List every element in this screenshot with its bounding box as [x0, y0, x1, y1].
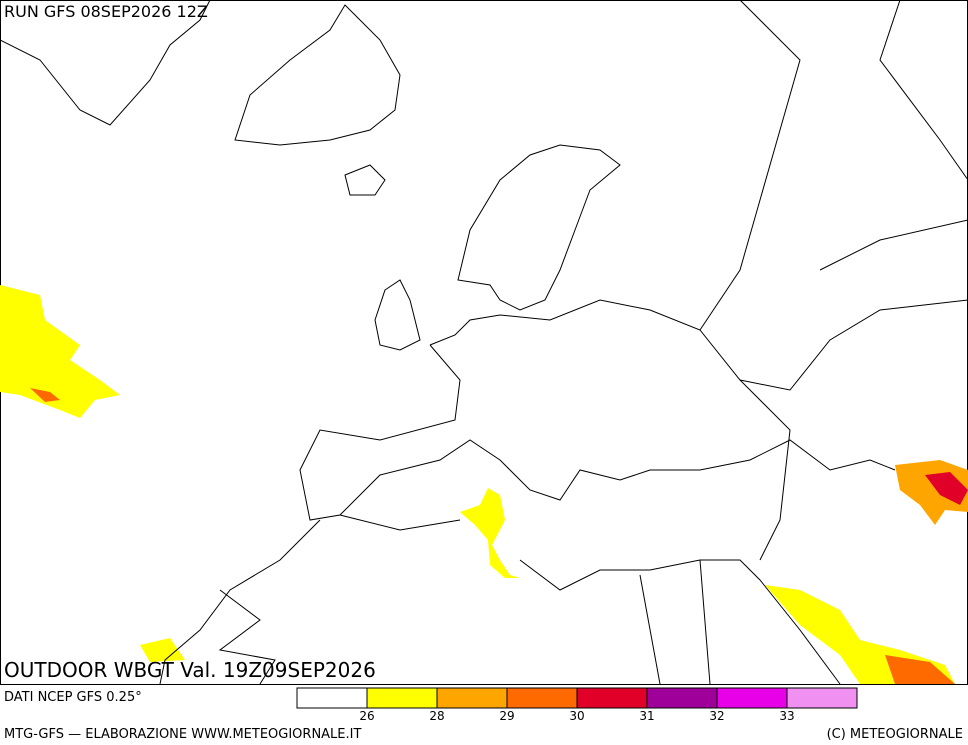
coastline: [234, 4, 401, 146]
legend-tick-label: 26: [359, 709, 374, 723]
copyright-label: (C) METEOGIORNALE: [827, 727, 963, 742]
legend-swatch: [786, 687, 858, 709]
border: [218, 559, 711, 685]
source-label: DATI NCEP GFS 0.25°: [4, 690, 142, 705]
legend-swatch: [576, 687, 648, 709]
coastline: [344, 164, 386, 196]
run-label: RUN GFS 08SEP2026 12Z: [4, 2, 208, 21]
map-title: OUTDOOR WBGT Val. 19Z09SEP2026: [4, 658, 376, 682]
legend-swatch: [646, 687, 718, 709]
legend-swatch: [716, 687, 788, 709]
legend-tick-label: 32: [709, 709, 724, 723]
wbgt-area: [925, 472, 968, 505]
map: RUN GFS 08SEP2026 12Z OUTDOOR WBGT Val. …: [0, 0, 968, 685]
coastline: [0, 0, 211, 126]
legend-swatch: [436, 687, 508, 709]
wbgt-area: [885, 655, 955, 684]
map-frame: [0, 0, 968, 685]
legend-tick-label: 31: [639, 709, 654, 723]
legend-swatch: [296, 687, 368, 709]
coastline: [299, 299, 968, 521]
coastline: [374, 279, 421, 351]
legend: 26 28 29 30 31 32 33: [296, 687, 858, 723]
legend-swatch: [506, 687, 578, 709]
wbgt-area: [460, 488, 520, 578]
credit-label: MTG-GFS — ELABORAZIONE WWW.METEOGIORNALE…: [4, 727, 361, 742]
legend-tick-label: 28: [429, 709, 444, 723]
wbgt-area: [30, 388, 60, 402]
coastline: [457, 144, 621, 311]
border: [699, 0, 968, 561]
wbgt-area: [140, 638, 185, 662]
wbgt-area: [0, 285, 120, 418]
legend-tick-label: 33: [779, 709, 794, 723]
legend-swatch: [366, 687, 438, 709]
legend-tick-label: 30: [569, 709, 584, 723]
legend-tick-label: 29: [499, 709, 514, 723]
